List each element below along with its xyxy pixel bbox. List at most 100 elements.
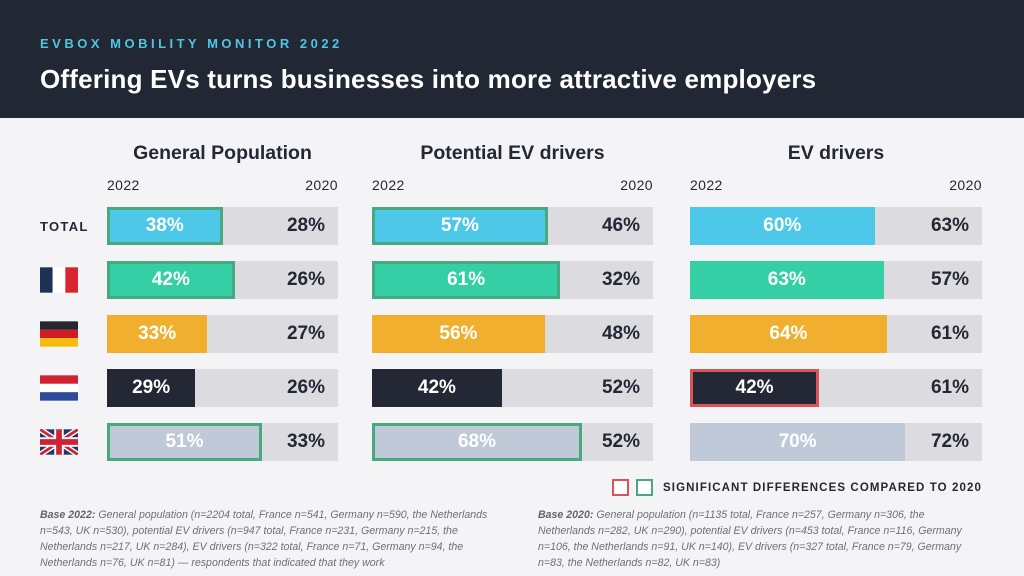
value-2022: 61%	[447, 269, 486, 290]
total-row-label-text: TOTAL	[40, 218, 89, 234]
bar-2020-segment: 28%	[223, 207, 339, 245]
bar-france-group-2: 61% 32%	[372, 261, 653, 299]
value-2022: 38%	[145, 215, 184, 236]
row-label-netherlands	[40, 375, 107, 401]
value-2020: 26%	[286, 269, 325, 290]
bar-2022-segment: 29%	[107, 369, 196, 407]
chart-row-netherlands: 29% 26% 42% 52% 42% 61%	[40, 369, 982, 407]
value-2020: 52%	[601, 431, 640, 452]
legend: SIGNIFICANT DIFFERENCES COMPARED TO 2020	[40, 479, 982, 496]
significant-decrease-icon	[612, 479, 630, 496]
bar-united-kingdom-group-3: 70% 72%	[690, 423, 982, 461]
group-title-general-population: General Population	[133, 142, 312, 164]
bar-2020-segment: 52%	[582, 423, 653, 461]
bar-total-group-3: 60% 63%	[690, 207, 982, 245]
chart-row-total: TOTAL 38% 28% 57% 46% 60% 63%	[40, 207, 982, 245]
value-2022: 42%	[151, 269, 190, 290]
germany-flag-icon	[40, 321, 78, 347]
bar-2020-segment: 57%	[884, 261, 982, 299]
bar-2022-segment: 42%	[107, 261, 235, 299]
year-2020-label: 2020	[305, 177, 338, 193]
year-2022-label: 2022	[372, 177, 405, 193]
bar-2020-segment: 52%	[502, 369, 653, 407]
bar-2022-segment: 42%	[372, 369, 502, 407]
bar-total-group-1: 38% 28%	[107, 207, 338, 245]
header: EVBOX MOBILITY MONITOR 2022 Offering EVs…	[0, 0, 1024, 118]
row-label-united-kingdom	[40, 429, 107, 455]
base-2022-label: Base 2022:	[40, 509, 96, 521]
value-2020: 52%	[601, 377, 640, 398]
bar-germany-group-1: 33% 27%	[107, 315, 338, 353]
value-2020: 32%	[601, 269, 640, 290]
significant-increase-icon	[636, 479, 654, 496]
bar-total-group-2: 57% 46%	[372, 207, 653, 245]
value-2022: 57%	[440, 215, 479, 236]
value-2022: 51%	[165, 431, 204, 452]
bar-2022-segment: 33%	[107, 315, 208, 353]
bar-2020-segment: 46%	[548, 207, 653, 245]
bar-2020-segment: 33%	[262, 423, 338, 461]
bar-netherlands-group-3: 42% 61%	[690, 369, 982, 407]
year-2020-label: 2020	[620, 177, 653, 193]
bar-2022-segment: 51%	[107, 423, 262, 461]
report-eyebrow: EVBOX MOBILITY MONITOR 2022	[40, 36, 343, 51]
value-2022: 63%	[767, 269, 806, 290]
chart-row-france: 42% 26% 61% 32% 63% 57%	[40, 261, 982, 299]
netherlands-flag-icon	[40, 375, 78, 401]
bar-2020-segment: 63%	[875, 207, 982, 245]
bar-2022-segment: 68%	[372, 423, 582, 461]
value-2022: 70%	[778, 431, 817, 452]
value-2022: 60%	[763, 215, 802, 236]
bar-2020-segment: 61%	[819, 369, 982, 407]
bar-germany-group-3: 64% 61%	[690, 315, 982, 353]
column-titles-row: General Population Potential EV drivers EV…	[40, 142, 982, 165]
bar-2022-segment: 63%	[690, 261, 884, 299]
value-2020: 26%	[286, 377, 325, 398]
bar-france-group-3: 63% 57%	[690, 261, 982, 299]
bar-2022-segment: 60%	[690, 207, 875, 245]
year-2022-label: 2022	[107, 177, 140, 193]
value-2020: 46%	[601, 215, 640, 236]
year-2020-label: 2020	[949, 177, 982, 193]
bar-2020-segment: 61%	[887, 315, 982, 353]
year-2022-label: 2022	[690, 177, 723, 193]
bar-2020-segment: 48%	[545, 315, 653, 353]
footnotes: Base 2022: General population (n=2204 to…	[40, 508, 982, 572]
value-2020: 63%	[930, 215, 969, 236]
uk-flag-icon	[40, 429, 78, 455]
base-2020-text: General population (n=1135 total, France…	[538, 509, 962, 569]
bar-netherlands-group-2: 42% 52%	[372, 369, 653, 407]
value-2022: 68%	[457, 431, 496, 452]
value-2022: 42%	[735, 377, 774, 398]
bar-2022-segment: 57%	[372, 207, 548, 245]
bar-united-kingdom-group-2: 68% 52%	[372, 423, 653, 461]
value-2022: 64%	[769, 323, 808, 344]
legend-label: SIGNIFICANT DIFFERENCES COMPARED TO 2020	[663, 481, 982, 494]
bar-2020-segment: 27%	[207, 315, 338, 353]
year-labels-row: 2022 2020 2022 2020 2022 2020	[40, 177, 982, 193]
chart-row-germany: 33% 27% 56% 48% 64% 61%	[40, 315, 982, 353]
group-title-ev-drivers: EV drivers	[787, 142, 885, 164]
bar-united-kingdom-group-1: 51% 33%	[107, 423, 338, 461]
row-label-germany	[40, 321, 107, 347]
base-2022-note: Base 2022: General population (n=2204 to…	[40, 508, 507, 572]
value-2020: 61%	[930, 377, 969, 398]
france-flag-icon	[40, 267, 78, 293]
bar-2020-segment: 32%	[560, 261, 653, 299]
base-2020-label: Base 2020:	[538, 509, 594, 521]
value-2020: 27%	[286, 323, 325, 344]
group-title-potential-ev-drivers: Potential EV drivers	[420, 142, 605, 164]
row-label-total: TOTAL	[40, 219, 107, 234]
bar-2020-segment: 26%	[195, 369, 338, 407]
base-2020-note: Base 2020: General population (n=1135 to…	[538, 508, 982, 572]
chart-area: General Population Potential EV drivers EV…	[0, 118, 1024, 572]
value-2020: 48%	[601, 323, 640, 344]
value-2020: 72%	[930, 431, 969, 452]
value-2022: 56%	[439, 323, 478, 344]
value-2020: 33%	[286, 431, 325, 452]
bar-2022-segment: 70%	[690, 423, 906, 461]
row-label-france	[40, 267, 107, 293]
bar-2022-segment: 42%	[690, 369, 820, 407]
value-2022: 33%	[138, 323, 177, 344]
bar-2022-segment: 38%	[107, 207, 223, 245]
